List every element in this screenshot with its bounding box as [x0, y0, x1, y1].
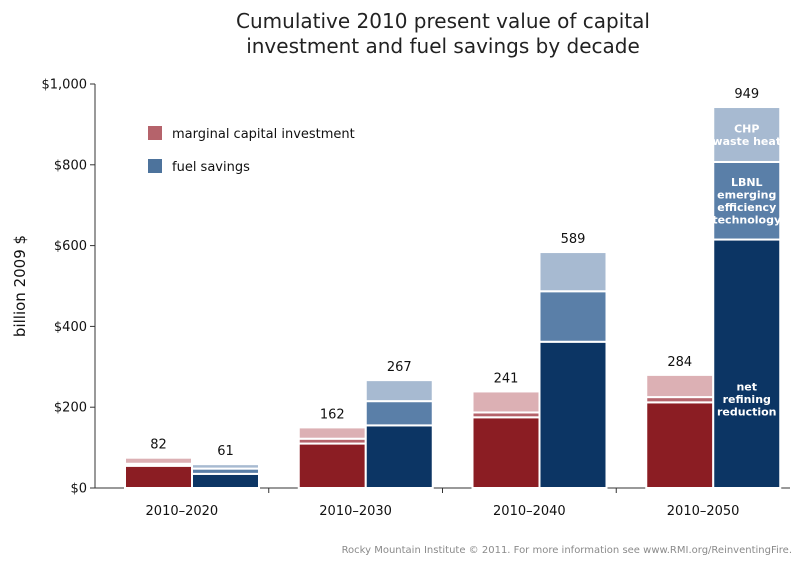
bar-segment	[191, 463, 260, 470]
y-tick-label: $0	[70, 482, 87, 497]
y-tick-label: $600	[54, 239, 87, 254]
bar-segment	[471, 390, 541, 414]
net-refining-reduction-label: refining	[723, 393, 771, 406]
bar-segment	[645, 401, 715, 489]
bar-total-label: 589	[561, 232, 586, 247]
x-tick-label: 2010–2030	[319, 504, 392, 519]
axes: $0 $200 $400 $600 $800 $1,000 billion 2009 $ 20…	[11, 78, 790, 519]
bar-total-label: 284	[667, 355, 692, 370]
bar-total-label: 61	[217, 444, 234, 459]
bar-segment	[364, 400, 434, 427]
bar-segment	[364, 424, 434, 490]
legend: marginal capital investment fuel savings	[148, 126, 355, 175]
legend-label: marginal capital investment	[172, 127, 355, 142]
legend-swatch	[148, 126, 162, 140]
bar-segment	[191, 472, 260, 489]
bar-total-label: 241	[494, 371, 519, 386]
x-tick-label: 2010–2020	[146, 504, 219, 519]
bar-segment	[645, 373, 715, 399]
x-tick-label: 2010–2040	[493, 504, 566, 519]
bar-total-label: 949	[734, 87, 759, 102]
lbnl-efficiency-label: LBNL	[731, 176, 763, 189]
bar-total-label: 162	[320, 407, 345, 422]
lbnl-efficiency-label: efficiency	[717, 201, 776, 214]
x-tick-label: 2010–2050	[667, 504, 740, 519]
legend-swatch	[148, 159, 162, 173]
credit-text: Rocky Mountain Institute © 2011. For mor…	[342, 545, 792, 556]
y-tick-label: $200	[54, 401, 87, 416]
bar-segment	[538, 340, 608, 490]
bar-segment	[364, 379, 434, 403]
chp-waste-heat-label: waste heat	[712, 135, 781, 148]
net-refining-reduction-label: reduction	[717, 406, 777, 419]
y-tick-label: $1,000	[42, 78, 88, 93]
chp-waste-heat-label: CHP	[734, 122, 759, 135]
bar-segment	[471, 416, 541, 489]
y-tick-label: $400	[54, 320, 87, 335]
lbnl-efficiency-label: emerging	[717, 189, 776, 202]
y-tick-label: $800	[54, 158, 87, 173]
chart-title: Cumulative 2010 present value of capital…	[236, 9, 650, 58]
bar-segment	[297, 426, 367, 440]
legend-label: fuel savings	[172, 160, 250, 175]
bar-segment	[538, 251, 608, 293]
bar-total-label: 82	[150, 438, 167, 453]
bar-segment	[124, 456, 193, 465]
net-refining-reduction-label: net	[736, 381, 757, 394]
bars	[124, 106, 782, 490]
lbnl-efficiency-label: technology	[712, 214, 781, 227]
y-axis-label: billion 2009 $	[11, 235, 29, 337]
bar-total-label: 267	[387, 360, 412, 375]
bar-segment	[712, 238, 782, 489]
title-line-2: investment and fuel savings by decade	[246, 34, 640, 58]
title-line-1: Cumulative 2010 present value of capital	[236, 9, 650, 33]
bar-segment	[712, 106, 782, 163]
bar-segment	[124, 464, 193, 489]
bar-segment	[297, 442, 367, 489]
bar-segment	[538, 290, 608, 343]
